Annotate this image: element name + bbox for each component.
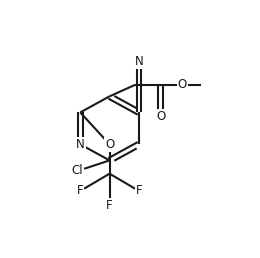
Text: O: O — [105, 138, 114, 151]
Text: F: F — [136, 184, 142, 197]
Text: N: N — [76, 138, 85, 151]
Text: N: N — [135, 55, 143, 68]
Text: Cl: Cl — [72, 164, 83, 177]
Text: F: F — [106, 199, 113, 212]
Text: O: O — [156, 110, 165, 123]
Text: F: F — [77, 184, 83, 197]
Text: O: O — [178, 78, 187, 91]
